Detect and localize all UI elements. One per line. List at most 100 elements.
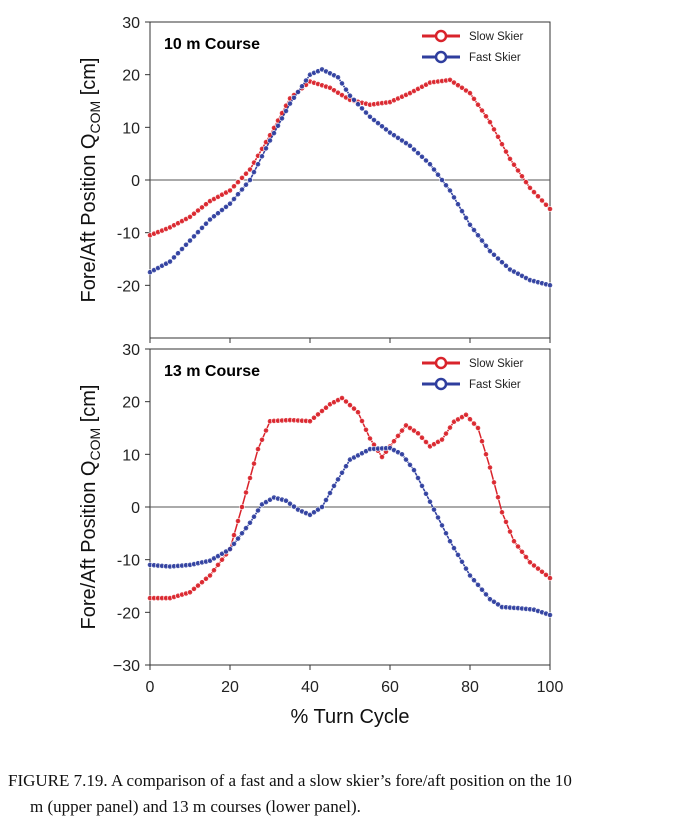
data-point xyxy=(447,424,453,431)
data-point xyxy=(339,469,345,476)
data-point xyxy=(515,167,521,174)
data-point xyxy=(483,591,489,598)
data-point xyxy=(255,446,261,452)
chart-panel-2: −30 -20 -10 0 10 20 30 0 20 40 60 80 100 Fore/Aft Pos… xyxy=(78,342,563,696)
panel-title: 13 m Course xyxy=(164,363,260,380)
data-point xyxy=(495,601,501,608)
data-point xyxy=(463,565,469,572)
y-axis-title-main: Fore/Aft Position Q xyxy=(78,134,100,303)
data-point xyxy=(303,77,309,84)
data-point xyxy=(231,183,237,190)
series-fast-skier xyxy=(147,66,553,289)
data-point xyxy=(347,402,353,408)
data-point xyxy=(315,506,321,513)
data-point xyxy=(415,430,421,437)
legend-label: Slow Skier xyxy=(469,358,523,370)
y-tick-label: 20 xyxy=(122,68,140,85)
data-point xyxy=(363,109,369,116)
data-point xyxy=(239,174,245,181)
data-point xyxy=(423,439,429,445)
data-point xyxy=(527,559,533,566)
data-point xyxy=(403,422,409,429)
data-point xyxy=(407,425,413,431)
legend-marker xyxy=(434,356,448,370)
data-point xyxy=(311,414,317,421)
data-point xyxy=(419,153,425,160)
data-point xyxy=(411,467,417,473)
data-point xyxy=(167,258,173,265)
data-point xyxy=(207,572,213,579)
data-point xyxy=(435,171,441,178)
data-point xyxy=(243,181,249,188)
data-point xyxy=(379,123,385,130)
panel-title: 10 m Course xyxy=(164,36,260,53)
data-point xyxy=(415,150,421,156)
legend-label: Slow Skier xyxy=(469,31,523,43)
figure-caption: FIGURE 7.19. A comparison of a fast and … xyxy=(8,768,692,820)
data-point xyxy=(259,153,265,160)
data-point xyxy=(475,582,481,588)
caption-line-1: FIGURE 7.19. A comparison of a fast and … xyxy=(8,771,572,790)
data-point xyxy=(219,207,225,213)
data-point xyxy=(291,94,297,101)
data-point xyxy=(351,405,357,412)
data-point xyxy=(407,461,413,468)
data-point xyxy=(223,203,229,210)
data-point xyxy=(487,596,493,603)
data-point xyxy=(459,208,465,214)
data-point xyxy=(371,117,377,123)
data-point xyxy=(211,213,217,220)
data-point xyxy=(455,552,461,558)
data-point xyxy=(511,538,517,545)
data-point xyxy=(491,251,497,258)
data-point xyxy=(195,229,201,235)
data-point xyxy=(487,248,493,254)
y-axis-title: Fore/Aft Position QCOM [cm] xyxy=(78,385,103,630)
data-point xyxy=(255,161,261,168)
y-axis-title-subscript: COM xyxy=(87,101,103,134)
data-point xyxy=(447,538,453,545)
data-point xyxy=(323,404,329,411)
data-point xyxy=(319,408,325,414)
data-point xyxy=(535,193,541,200)
data-point xyxy=(395,432,401,439)
data-point xyxy=(431,506,437,513)
data-point xyxy=(463,214,469,221)
data-point xyxy=(295,89,301,95)
data-point xyxy=(291,503,297,510)
data-point xyxy=(423,490,429,497)
data-point xyxy=(239,530,245,537)
y-tick-label: 0 xyxy=(131,173,140,190)
data-point xyxy=(183,241,189,248)
data-point xyxy=(439,436,445,443)
data-point xyxy=(487,119,493,125)
data-point xyxy=(443,530,449,537)
data-point xyxy=(231,196,237,202)
data-point xyxy=(439,177,445,183)
x-axis-title: % Turn Cycle xyxy=(291,706,410,728)
data-point xyxy=(355,101,361,108)
data-point xyxy=(479,237,485,244)
data-point xyxy=(423,157,429,164)
data-point xyxy=(323,497,329,503)
legend-label: Fast Skier xyxy=(469,379,521,391)
data-point xyxy=(503,148,509,155)
y-tick-label: -20 xyxy=(117,278,140,295)
data-point xyxy=(203,220,209,227)
data-point xyxy=(467,416,473,423)
data-point xyxy=(375,120,381,126)
data-point xyxy=(227,546,233,552)
chart-panel-1: -20 -10 0 10 20 30 Fore/Aft Position QCOM [cm]… xyxy=(78,15,553,343)
data-point xyxy=(235,535,241,542)
data-point xyxy=(459,84,465,91)
data-point xyxy=(451,194,457,201)
data-point xyxy=(331,482,337,489)
data-point xyxy=(203,201,209,208)
data-point xyxy=(415,475,421,481)
legend-label: Fast Skier xyxy=(469,52,521,64)
data-point xyxy=(467,572,473,579)
data-point xyxy=(399,137,405,144)
data-point xyxy=(283,108,289,114)
data-point xyxy=(339,395,345,401)
data-point xyxy=(263,145,269,152)
